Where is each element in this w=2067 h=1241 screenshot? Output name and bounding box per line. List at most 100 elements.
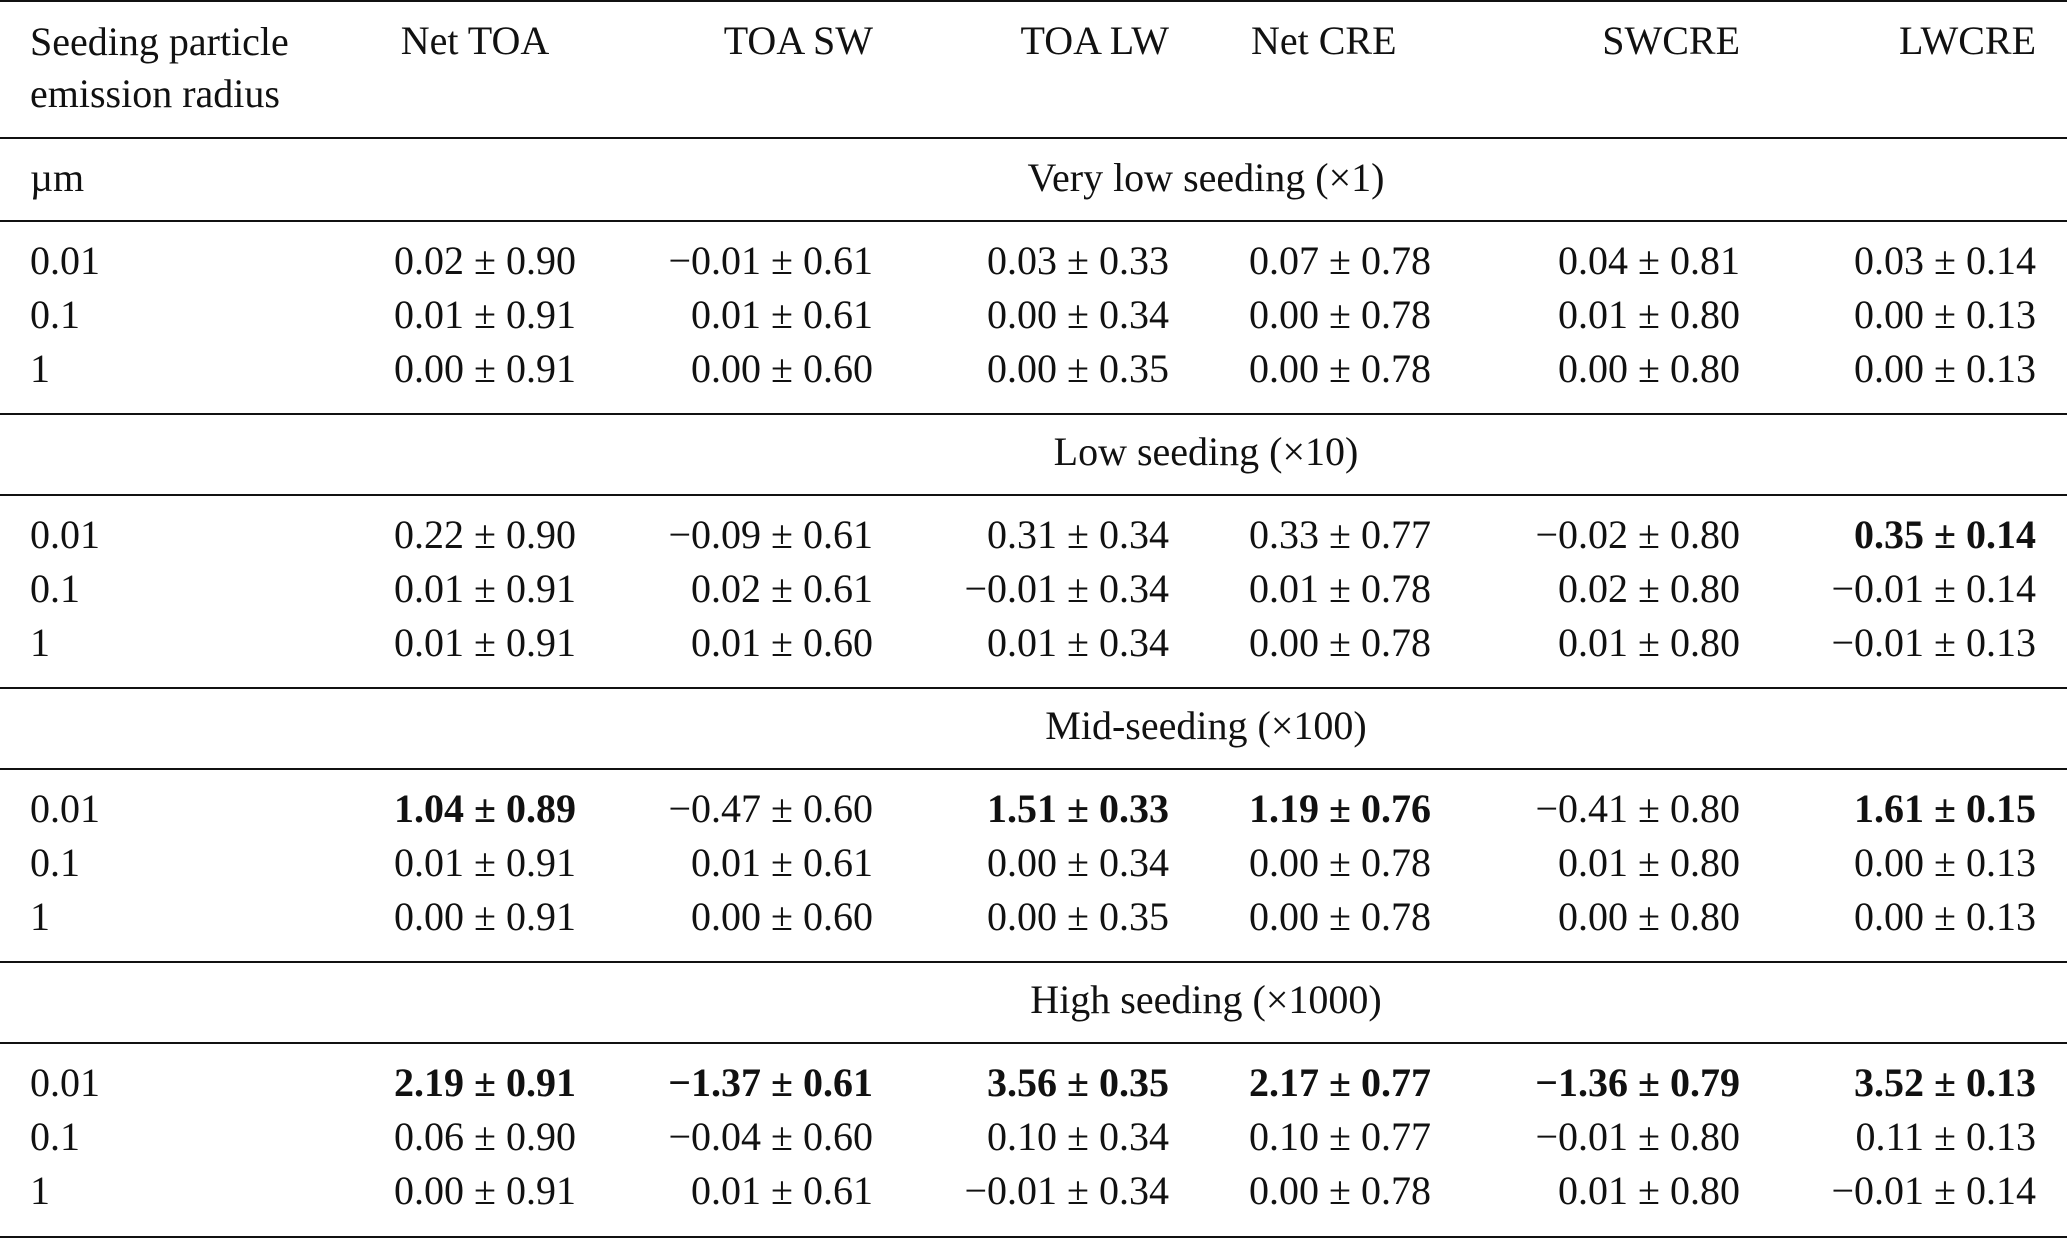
cell-value: 1.51 ± 0.33: [987, 786, 1169, 831]
cell-value: 0.01 ± 0.91: [394, 292, 576, 337]
cell-value: 0.00 ± 0.13: [1854, 894, 2036, 939]
section-rule: [0, 413, 2067, 415]
cell-value: 0.01 ± 0.78: [1249, 566, 1431, 611]
cell-value: 0.01 ± 0.80: [1558, 292, 1740, 337]
cell-value: 0.00 ± 0.78: [1249, 840, 1431, 885]
cell-value: 0.00 ± 0.60: [691, 346, 873, 391]
cell-value: 0.10 ± 0.77: [1249, 1114, 1431, 1159]
cell-value: −0.04 ± 0.60: [668, 1114, 873, 1159]
cell-value: 0.33 ± 0.77: [1249, 512, 1431, 557]
row-label: 0.1: [30, 1114, 80, 1159]
cell-value: 0.00 ± 0.80: [1558, 346, 1740, 391]
cell-value: 2.17 ± 0.77: [1249, 1060, 1431, 1105]
unit-label: µm: [30, 155, 85, 200]
top-rule: [0, 0, 2067, 2]
cell-value: 0.02 ± 0.80: [1558, 566, 1740, 611]
cell-value: −1.36 ± 0.79: [1535, 1060, 1740, 1105]
cell-value: 0.01 ± 0.61: [691, 292, 873, 337]
row-label: 0.01: [30, 238, 100, 283]
column-header: Net TOA: [400, 18, 550, 63]
section-title: Mid-seeding (×100): [1045, 703, 1367, 748]
cell-value: 0.01 ± 0.80: [1558, 620, 1740, 665]
column-header: LWCRE: [1898, 18, 2036, 63]
cell-value: 0.00 ± 0.91: [394, 346, 576, 391]
cell-value: 3.52 ± 0.13: [1854, 1060, 2036, 1105]
column-header: Net CRE: [1251, 18, 1397, 63]
cell-value: −0.01 ± 0.34: [964, 566, 1169, 611]
row-label: 1: [30, 1168, 50, 1213]
row-label: 1: [30, 894, 50, 939]
column-header: SWCRE: [1602, 18, 1740, 63]
section-title: Very low seeding (×1): [1027, 155, 1385, 200]
cell-value: 0.01 ± 0.60: [691, 620, 873, 665]
section-title-rule: [0, 220, 2067, 222]
row-label: 1: [30, 620, 50, 665]
cell-value: 0.00 ± 0.78: [1249, 346, 1431, 391]
cell-value: 0.00 ± 0.91: [394, 1168, 576, 1213]
cell-value: −0.01 ± 0.13: [1831, 620, 2036, 665]
column-header: TOA LW: [1020, 18, 1170, 63]
cell-value: 2.19 ± 0.91: [394, 1060, 576, 1105]
cell-value: 0.00 ± 0.13: [1854, 346, 2036, 391]
cell-value: −0.01 ± 0.61: [668, 238, 873, 283]
cell-value: 0.07 ± 0.78: [1249, 238, 1431, 283]
cell-value: −0.47 ± 0.60: [668, 786, 873, 831]
cell-value: −0.02 ± 0.80: [1535, 512, 1740, 557]
cell-value: 0.00 ± 0.34: [987, 840, 1169, 885]
cell-value: 0.01 ± 0.91: [394, 566, 576, 611]
row-label: 0.01: [30, 1060, 100, 1105]
bottom-rule: [0, 1236, 2067, 1238]
section-rule: [0, 961, 2067, 963]
cell-value: 0.01 ± 0.80: [1558, 840, 1740, 885]
cell-value: 0.03 ± 0.14: [1854, 238, 2036, 283]
cell-value: 0.00 ± 0.80: [1558, 894, 1740, 939]
cell-value: −0.01 ± 0.80: [1535, 1114, 1740, 1159]
section-title-rule: [0, 768, 2067, 770]
cell-value: 0.04 ± 0.81: [1558, 238, 1740, 283]
cell-value: −1.37 ± 0.61: [668, 1060, 873, 1105]
section-title: Low seeding (×10): [1053, 429, 1359, 474]
cell-value: 1.19 ± 0.76: [1249, 786, 1431, 831]
cell-value: 0.01 ± 0.61: [691, 1168, 873, 1213]
section-title: High seeding (×1000): [1030, 977, 1382, 1022]
section-rule: [0, 687, 2067, 689]
cell-value: 0.02 ± 0.90: [394, 238, 576, 283]
cell-value: −0.09 ± 0.61: [668, 512, 873, 557]
cell-value: 0.00 ± 0.34: [987, 292, 1169, 337]
cell-value: −0.01 ± 0.14: [1831, 1168, 2036, 1213]
cell-value: 0.00 ± 0.60: [691, 894, 873, 939]
cell-value: 0.11 ± 0.13: [1855, 1114, 2036, 1159]
cell-value: 0.10 ± 0.34: [987, 1114, 1169, 1159]
cell-value: −0.01 ± 0.34: [964, 1168, 1169, 1213]
cell-value: 1.04 ± 0.89: [394, 786, 576, 831]
cell-value: 1.61 ± 0.15: [1854, 786, 2036, 831]
cell-value: 0.00 ± 0.13: [1854, 292, 2036, 337]
cell-value: 0.00 ± 0.13: [1854, 840, 2036, 885]
cell-value: 0.22 ± 0.90: [394, 512, 576, 557]
section-title-rule: [0, 1042, 2067, 1044]
section-title-rule: [0, 494, 2067, 496]
column-header: Seeding particle emission radius: [30, 19, 289, 116]
cell-value: 0.01 ± 0.34: [987, 620, 1169, 665]
cell-value: 0.00 ± 0.91: [394, 894, 576, 939]
cell-value: 0.01 ± 0.80: [1558, 1168, 1740, 1213]
cell-value: 0.00 ± 0.35: [987, 346, 1169, 391]
header-rule: [0, 137, 2067, 139]
row-label: 0.01: [30, 512, 100, 557]
cell-value: 0.00 ± 0.78: [1249, 292, 1431, 337]
cell-value: 3.56 ± 0.35: [987, 1060, 1169, 1105]
cell-value: 0.02 ± 0.61: [691, 566, 873, 611]
row-label: 0.01: [30, 786, 100, 831]
cell-value: −0.01 ± 0.14: [1831, 566, 2036, 611]
cell-value: 0.35 ± 0.14: [1854, 512, 2036, 557]
cell-value: 0.00 ± 0.35: [987, 894, 1169, 939]
cell-value: 0.01 ± 0.91: [394, 620, 576, 665]
cell-value: 0.06 ± 0.90: [394, 1114, 576, 1159]
cell-value: 0.31 ± 0.34: [987, 512, 1169, 557]
row-label: 0.1: [30, 566, 80, 611]
cell-value: 0.01 ± 0.61: [691, 840, 873, 885]
row-label: 0.1: [30, 840, 80, 885]
row-label: 0.1: [30, 292, 80, 337]
cell-value: −0.41 ± 0.80: [1535, 786, 1740, 831]
